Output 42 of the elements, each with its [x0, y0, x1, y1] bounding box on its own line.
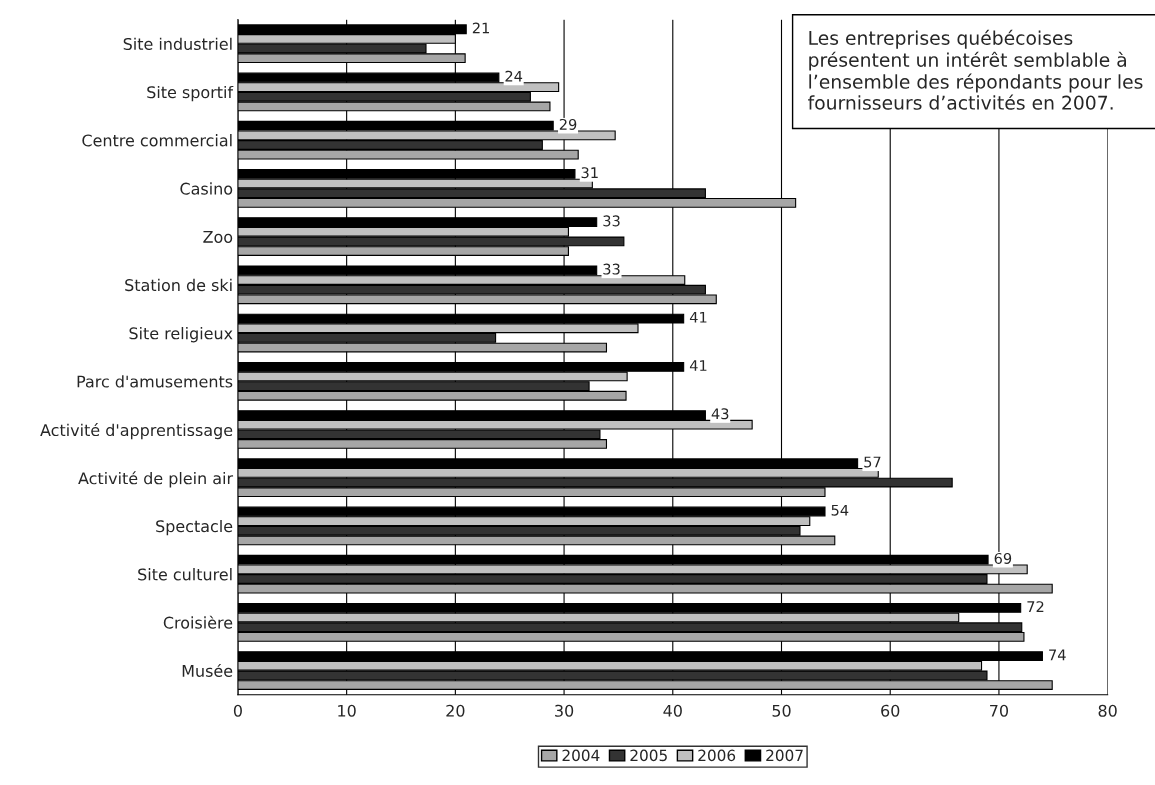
y-tick-label: Site culturel: [138, 568, 232, 581]
data-label: 24: [505, 70, 523, 82]
y-tick-label: Casino: [180, 182, 233, 195]
annotation: Les entreprises québécoises présentent un intérêt semblable à l’ensemble des répondants pour les fournisseurs d’activités en 2007.: [808, 29, 1143, 110]
x-tick-label: 50: [772, 704, 791, 717]
y-tick-label: Activité d'apprentissage: [40, 423, 233, 440]
data-label: 41: [689, 311, 707, 323]
data-label: 57: [864, 456, 881, 468]
legend-label: 2006: [698, 749, 736, 762]
data-label: 31: [581, 167, 598, 179]
x-tick-label: 70: [990, 704, 1009, 717]
y-tick-label: Station de ski: [125, 278, 232, 292]
data-label: 72: [1027, 601, 1044, 612]
legend-label: 2005: [630, 749, 667, 762]
x-tick-label: 60: [881, 704, 900, 717]
y-tick-label: Site industriel: [123, 37, 232, 51]
x-tick-label: 40: [663, 704, 682, 717]
x-tick-label: 80: [1098, 704, 1117, 717]
y-tick-label: Centre commercial: [82, 134, 232, 147]
data-label: 41: [689, 360, 707, 371]
data-label: 33: [603, 215, 620, 227]
legend-label: 2004: [562, 749, 600, 762]
y-tick-label: Parc d'amusements: [77, 375, 233, 388]
data-label: 21: [472, 22, 489, 34]
y-tick-label: Spectacle: [156, 519, 233, 536]
y-tick-label: Croisière: [163, 615, 233, 629]
data-label: 29: [559, 118, 577, 130]
x-tick-label: 30: [555, 704, 574, 717]
data-label: 74: [1049, 649, 1066, 661]
y-tick-label: Site religieux: [129, 327, 233, 343]
y-tick-label: Site sportif: [147, 85, 234, 102]
data-label: 43: [711, 408, 729, 420]
x-tick-label: 0: [233, 704, 242, 717]
x-tick-label: 20: [446, 704, 465, 717]
data-label: 54: [831, 504, 849, 516]
x-tick-label: 10: [338, 704, 356, 717]
data-label: 69: [994, 552, 1012, 564]
data-label: 33: [603, 263, 620, 275]
y-tick-label: Activité de plein air: [78, 471, 234, 488]
y-tick-label: Zoo: [203, 231, 233, 243]
legend-label: 2007: [766, 749, 803, 762]
y-tick-label: Musée: [182, 663, 233, 677]
